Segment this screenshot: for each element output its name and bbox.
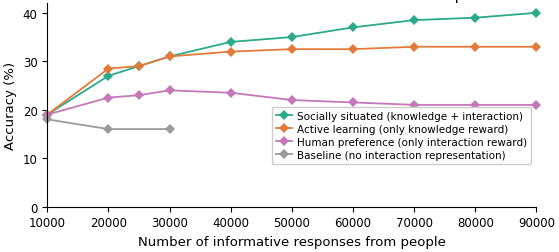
- Human preference (only interaction reward): [411, 104, 418, 107]
- Human preference (only interaction reward): [288, 99, 295, 102]
- Active learning (only knowledge reward): [136, 65, 143, 68]
- Human preference (only interaction reward): [349, 102, 356, 105]
- Active learning (only knowledge reward): [411, 46, 418, 49]
- Socially situated (knowledge + interaction): [136, 65, 143, 68]
- Line: Socially situated (knowledge + interaction): Socially situated (knowledge + interacti…: [44, 10, 540, 118]
- Socially situated (knowledge + interaction): [105, 75, 112, 78]
- Baseline (no interaction representation): [44, 118, 51, 121]
- Human preference (only interaction reward): [228, 92, 234, 95]
- Socially situated (knowledge + interaction): [411, 19, 418, 22]
- Human preference (only interaction reward): [472, 104, 479, 107]
- Socially situated (knowledge + interaction): [533, 12, 539, 15]
- Line: Human preference (only interaction reward): Human preference (only interaction rewar…: [44, 87, 540, 118]
- Human preference (only interaction reward): [44, 114, 51, 117]
- Active learning (only knowledge reward): [472, 46, 479, 49]
- Y-axis label: Accuracy (%): Accuracy (%): [4, 61, 17, 149]
- X-axis label: Number of informative responses from people: Number of informative responses from peo…: [138, 235, 446, 248]
- Human preference (only interaction reward): [136, 94, 143, 97]
- Human preference (only interaction reward): [166, 89, 173, 92]
- Socially situated (knowledge + interaction): [349, 27, 356, 30]
- Socially situated (knowledge + interaction): [44, 114, 51, 117]
- Text: Performance as a function of number of informative responses: Performance as a function of number of i…: [48, 0, 507, 3]
- Active learning (only knowledge reward): [349, 48, 356, 51]
- Active learning (only knowledge reward): [288, 48, 295, 51]
- Human preference (only interaction reward): [533, 104, 539, 107]
- Baseline (no interaction representation): [105, 128, 112, 131]
- Active learning (only knowledge reward): [166, 56, 173, 59]
- Socially situated (knowledge + interaction): [288, 36, 295, 39]
- Human preference (only interaction reward): [105, 97, 112, 100]
- Active learning (only knowledge reward): [44, 114, 51, 117]
- Socially situated (knowledge + interaction): [166, 56, 173, 59]
- Active learning (only knowledge reward): [533, 46, 539, 49]
- Active learning (only knowledge reward): [228, 51, 234, 54]
- Socially situated (knowledge + interaction): [472, 17, 479, 20]
- Line: Baseline (no interaction representation): Baseline (no interaction representation): [44, 116, 173, 133]
- Line: Active learning (only knowledge reward): Active learning (only knowledge reward): [44, 44, 540, 118]
- Baseline (no interaction representation): [166, 128, 173, 131]
- Socially situated (knowledge + interaction): [228, 41, 234, 44]
- Legend: Socially situated (knowledge + interaction), Active learning (only knowledge rew: Socially situated (knowledge + interacti…: [272, 107, 531, 165]
- Active learning (only knowledge reward): [105, 68, 112, 71]
